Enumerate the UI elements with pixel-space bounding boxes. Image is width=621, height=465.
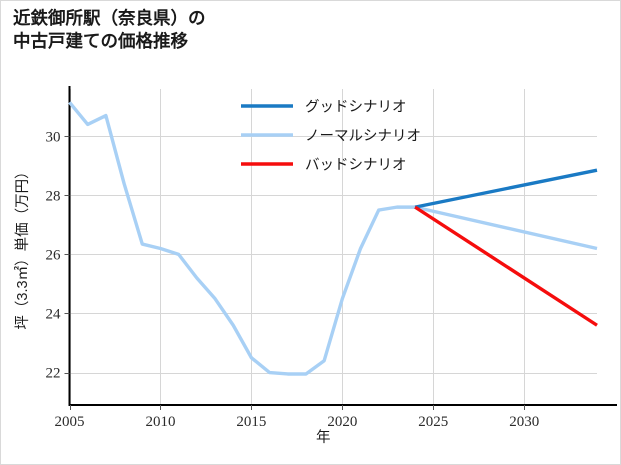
y-axis-title: 坪（3.3㎡）単価（万円） — [14, 164, 31, 329]
series-group — [68, 101, 598, 376]
legend-label-2: バッドシナリオ — [305, 157, 407, 173]
chart-title: 近鉄御所駅（奈良県）の 中古戸建ての価格推移 — [13, 7, 433, 53]
x-tick-label: 2030 — [509, 414, 539, 430]
y-tick-label: 28 — [46, 189, 61, 205]
y-tick-labels-group: 22 24 26 28 30 — [46, 129, 62, 381]
series-line-good — [414, 168, 598, 209]
y-tick-label: 24 — [46, 307, 62, 323]
chart-title-line-2: 中古戸建ての価格推移 — [13, 31, 188, 52]
axis-titles-group: 年 坪（3.3㎡）単価（万円） — [14, 164, 331, 446]
y-tick-label: 22 — [46, 366, 61, 382]
x-tick-label: 2025 — [418, 414, 448, 430]
chart-title-line-1: 近鉄御所駅（奈良県）の — [13, 8, 206, 28]
x-tick-label: 2015 — [236, 414, 266, 430]
series-line-bad — [414, 205, 598, 327]
x-tick-label: 2020 — [327, 414, 357, 430]
y-tick-label: 30 — [46, 129, 61, 145]
x-tick-label: 2005 — [55, 414, 85, 430]
y-tick-label: 26 — [46, 248, 62, 264]
x-axis-title: 年 — [316, 429, 331, 446]
gridlines-group — [69, 89, 597, 405]
x-tick-label: 2010 — [145, 414, 175, 430]
legend-label-0: グッドシナリオ — [305, 98, 407, 115]
series-line-normal — [68, 101, 598, 376]
legend-label-1: ノーマルシナリオ — [305, 128, 421, 144]
x-tick-labels-group: 2005 2010 2015 2020 2025 2030 — [55, 414, 540, 430]
axes-group — [64, 86, 617, 410]
